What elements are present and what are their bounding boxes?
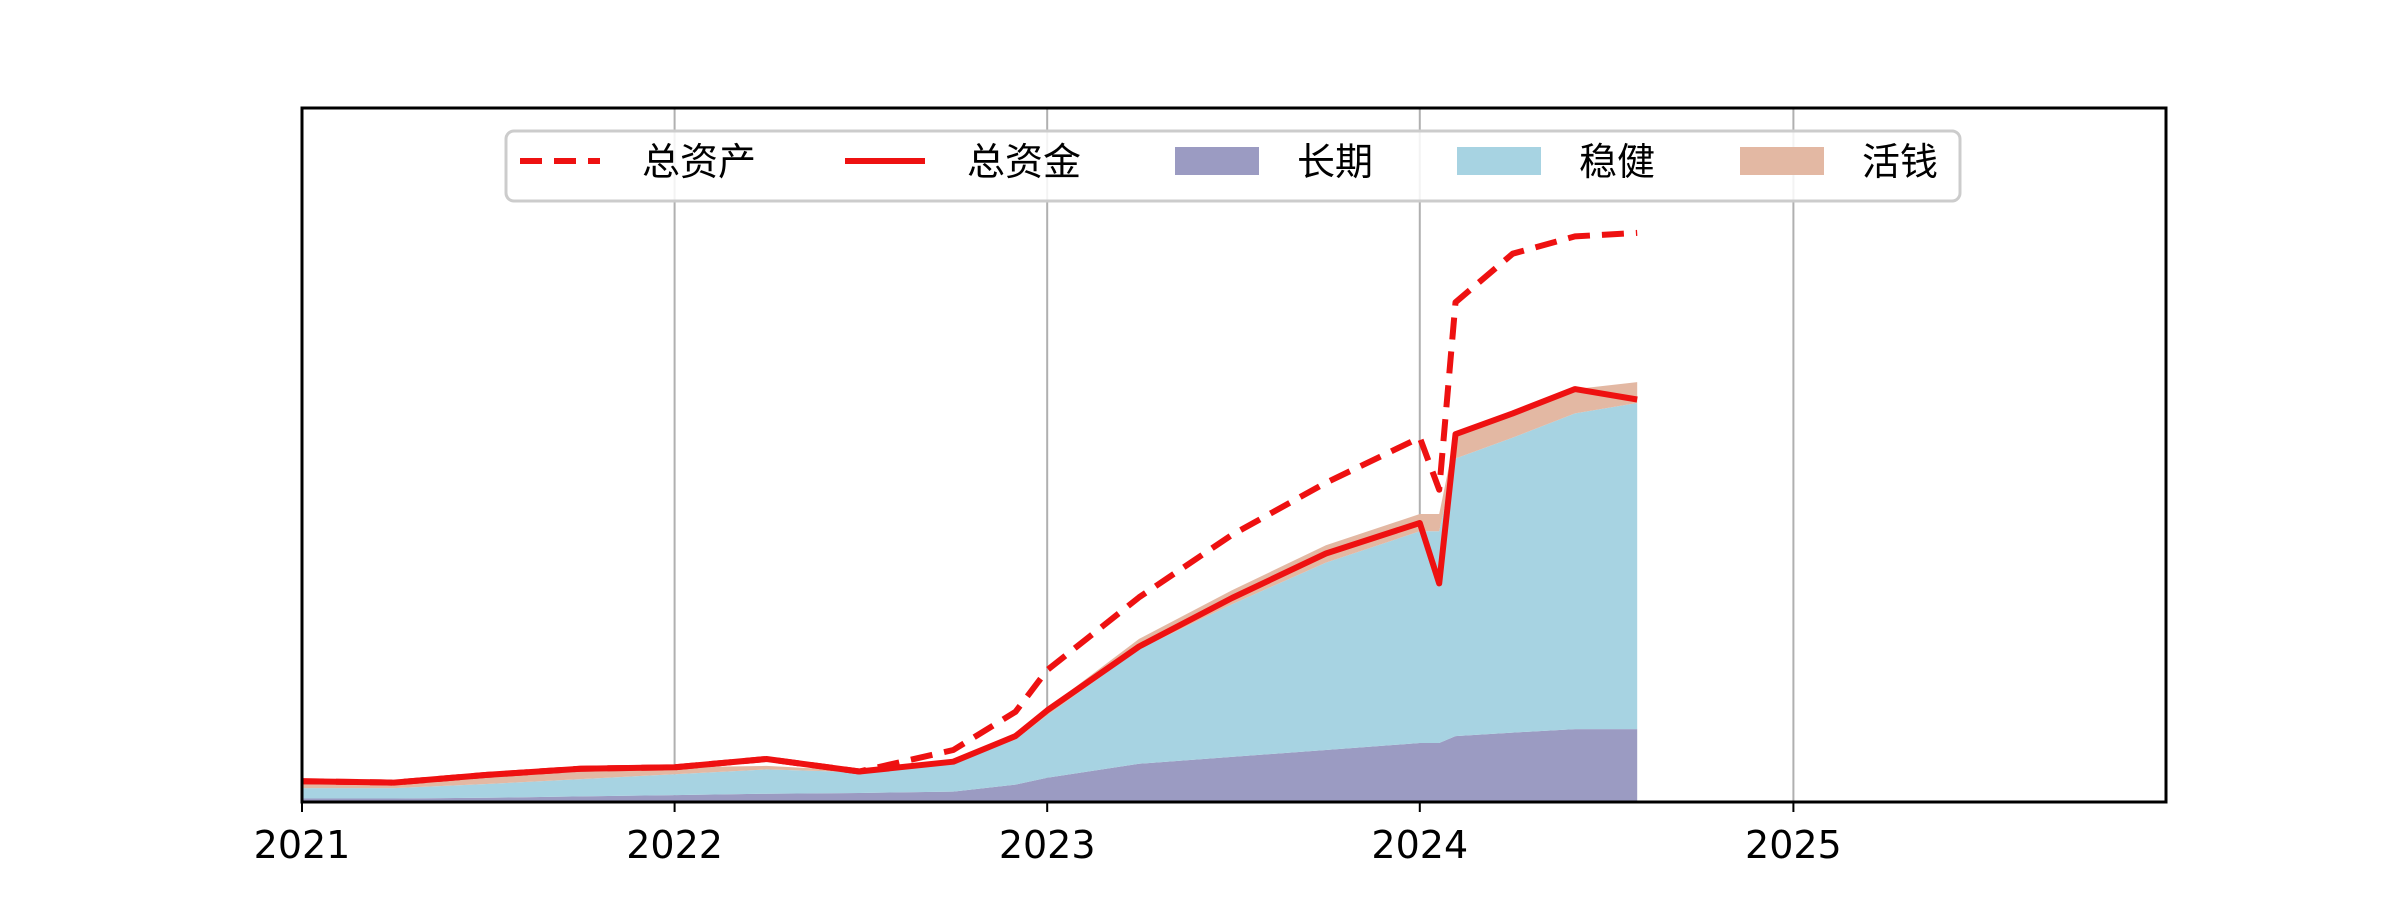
legend-item-总资产: 总资产 — [520, 140, 756, 184]
legend-item-活钱: 活钱 — [1740, 140, 1938, 184]
legend-item-稳健: 稳健 — [1457, 140, 1655, 184]
line-总资产 — [301, 229, 1638, 786]
x-tick-label: 2025 — [1745, 823, 1842, 867]
legend-label: 稳健 — [1579, 140, 1655, 184]
area-活钱 — [302, 382, 1638, 789]
x-tick-label: 2021 — [254, 823, 351, 867]
legend-swatch — [1740, 147, 1824, 175]
legend-swatch — [1175, 147, 1259, 175]
legend-item-长期: 长期 — [1175, 140, 1373, 184]
x-tick-label: 2023 — [999, 823, 1096, 867]
legend-label: 总资金 — [967, 140, 1081, 184]
area-长期 — [302, 729, 1638, 802]
series-lines — [301, 229, 1638, 786]
legend-item-总资金: 总资金 — [845, 140, 1081, 184]
x-axis: 2021 2022 2023 2024 2025 — [254, 802, 1842, 867]
x-tick-label: 2024 — [1371, 823, 1468, 867]
legend-label: 总资产 — [642, 140, 756, 184]
area-稳健 — [302, 403, 1638, 799]
x-tick-label: 2022 — [626, 823, 723, 867]
legend-swatch — [1457, 147, 1541, 175]
legend-label: 长期 — [1297, 140, 1373, 184]
plot-frame — [300, 106, 2168, 804]
stack-areas — [302, 382, 1638, 802]
legend-label: 活钱 — [1862, 140, 1938, 184]
legend: 总资产 总资金 长期 稳健 活钱 — [504, 129, 1962, 203]
